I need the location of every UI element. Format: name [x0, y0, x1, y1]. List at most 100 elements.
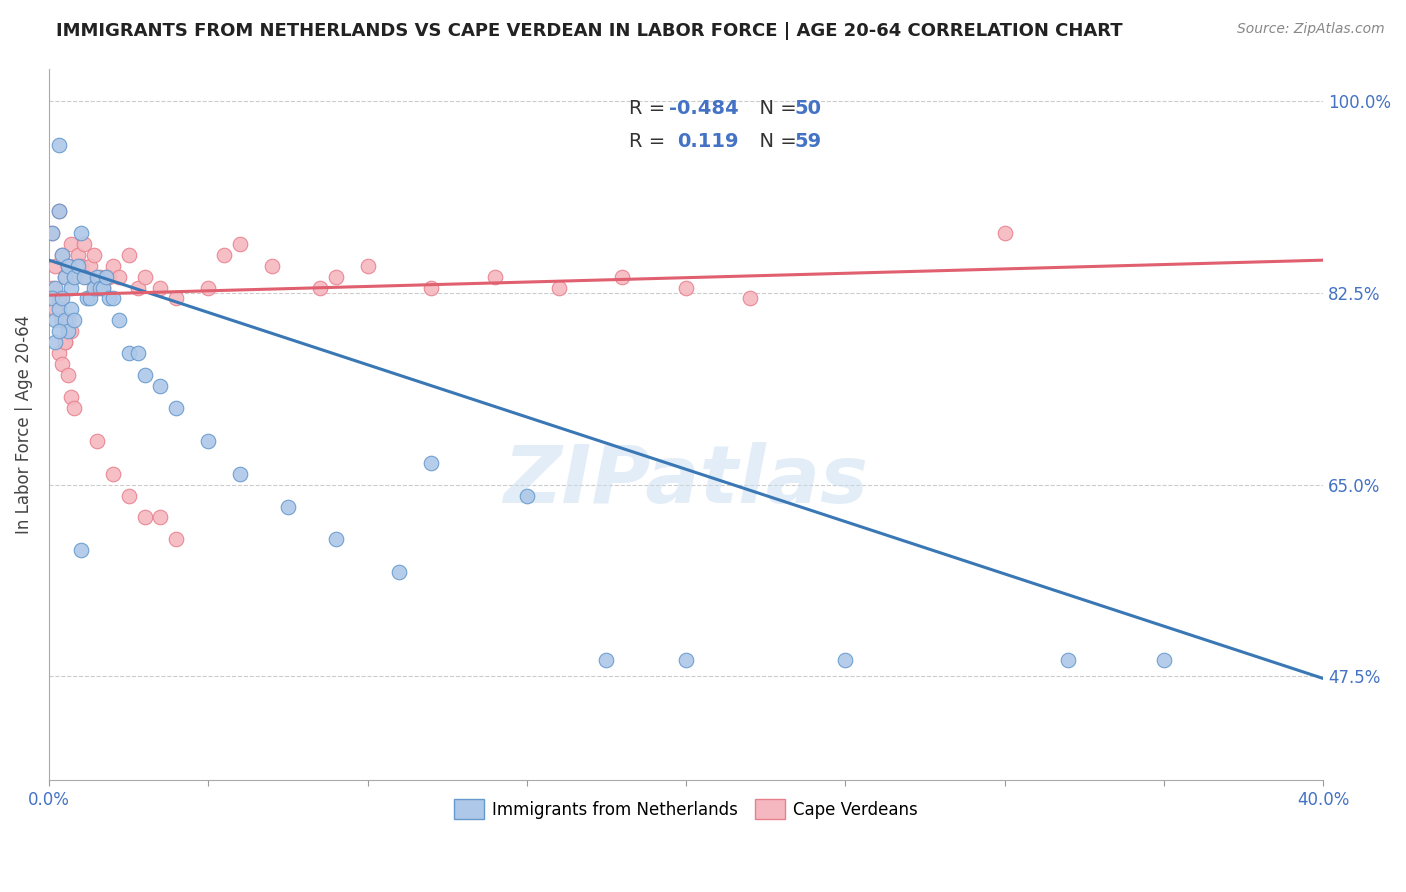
Point	[165, 401, 187, 415]
Point	[73, 269, 96, 284]
Point	[79, 259, 101, 273]
Text: R =: R =	[628, 132, 678, 151]
Point	[149, 510, 172, 524]
Point	[134, 269, 156, 284]
Point	[51, 248, 73, 262]
Point	[86, 280, 108, 294]
Point	[134, 510, 156, 524]
Point	[44, 280, 66, 294]
Point	[117, 346, 139, 360]
Point	[56, 368, 79, 383]
Point	[994, 226, 1017, 240]
Point	[738, 292, 761, 306]
Point	[834, 653, 856, 667]
Point	[96, 269, 118, 284]
Point	[76, 269, 98, 284]
Point	[48, 292, 70, 306]
Point	[308, 280, 330, 294]
Point	[60, 280, 83, 294]
Point	[60, 324, 83, 338]
Point	[86, 269, 108, 284]
Point	[69, 543, 91, 558]
Point	[91, 280, 114, 294]
Point	[595, 653, 617, 667]
Point	[44, 302, 66, 317]
Point	[66, 259, 89, 273]
Point	[63, 269, 86, 284]
Point	[612, 269, 634, 284]
Point	[127, 346, 149, 360]
Text: IMMIGRANTS FROM NETHERLANDS VS CAPE VERDEAN IN LABOR FORCE | AGE 20-64 CORRELATI: IMMIGRANTS FROM NETHERLANDS VS CAPE VERD…	[56, 22, 1123, 40]
Point	[117, 248, 139, 262]
Point	[44, 259, 66, 273]
Point	[229, 467, 252, 481]
Point	[41, 280, 63, 294]
Point	[127, 280, 149, 294]
Point	[51, 313, 73, 327]
Point	[69, 259, 91, 273]
Text: Source: ZipAtlas.com: Source: ZipAtlas.com	[1237, 22, 1385, 37]
Point	[48, 302, 70, 317]
Point	[165, 292, 187, 306]
Point	[420, 456, 443, 470]
Point	[44, 335, 66, 350]
Point	[388, 566, 411, 580]
Point	[108, 313, 131, 327]
Point	[48, 138, 70, 153]
Point	[76, 292, 98, 306]
Point	[325, 269, 347, 284]
Point	[51, 357, 73, 371]
Point	[41, 226, 63, 240]
Text: R =: R =	[628, 99, 671, 118]
Point	[56, 259, 79, 273]
Point	[53, 269, 76, 284]
Point	[516, 489, 538, 503]
Point	[53, 269, 76, 284]
Point	[60, 236, 83, 251]
Point	[117, 489, 139, 503]
Point	[51, 248, 73, 262]
Point	[101, 292, 124, 306]
Point	[356, 259, 378, 273]
Point	[48, 324, 70, 338]
Text: N =: N =	[747, 132, 803, 151]
Text: 59: 59	[794, 132, 821, 151]
Point	[420, 280, 443, 294]
Point	[53, 335, 76, 350]
Point	[149, 280, 172, 294]
Point	[56, 313, 79, 327]
Point	[73, 236, 96, 251]
Point	[98, 269, 121, 284]
Legend: Immigrants from Netherlands, Cape Verdeans: Immigrants from Netherlands, Cape Verdea…	[447, 793, 925, 825]
Point	[89, 269, 111, 284]
Point	[56, 324, 79, 338]
Point	[134, 368, 156, 383]
Text: ZIPatlas: ZIPatlas	[503, 442, 869, 520]
Point	[1057, 653, 1080, 667]
Point	[60, 302, 83, 317]
Point	[277, 500, 299, 514]
Point	[66, 248, 89, 262]
Point	[212, 248, 235, 262]
Point	[48, 203, 70, 218]
Point	[44, 313, 66, 327]
Point	[60, 390, 83, 404]
Point	[98, 292, 121, 306]
Point	[1153, 653, 1175, 667]
Point	[63, 313, 86, 327]
Point	[41, 292, 63, 306]
Point	[79, 292, 101, 306]
Point	[96, 269, 118, 284]
Point	[108, 269, 131, 284]
Point	[69, 226, 91, 240]
Point	[675, 653, 697, 667]
Point	[547, 280, 569, 294]
Point	[675, 280, 697, 294]
Point	[229, 236, 252, 251]
Point	[86, 434, 108, 448]
Point	[101, 467, 124, 481]
Text: 50: 50	[794, 99, 821, 118]
Point	[149, 379, 172, 393]
Point	[101, 259, 124, 273]
Point	[325, 533, 347, 547]
